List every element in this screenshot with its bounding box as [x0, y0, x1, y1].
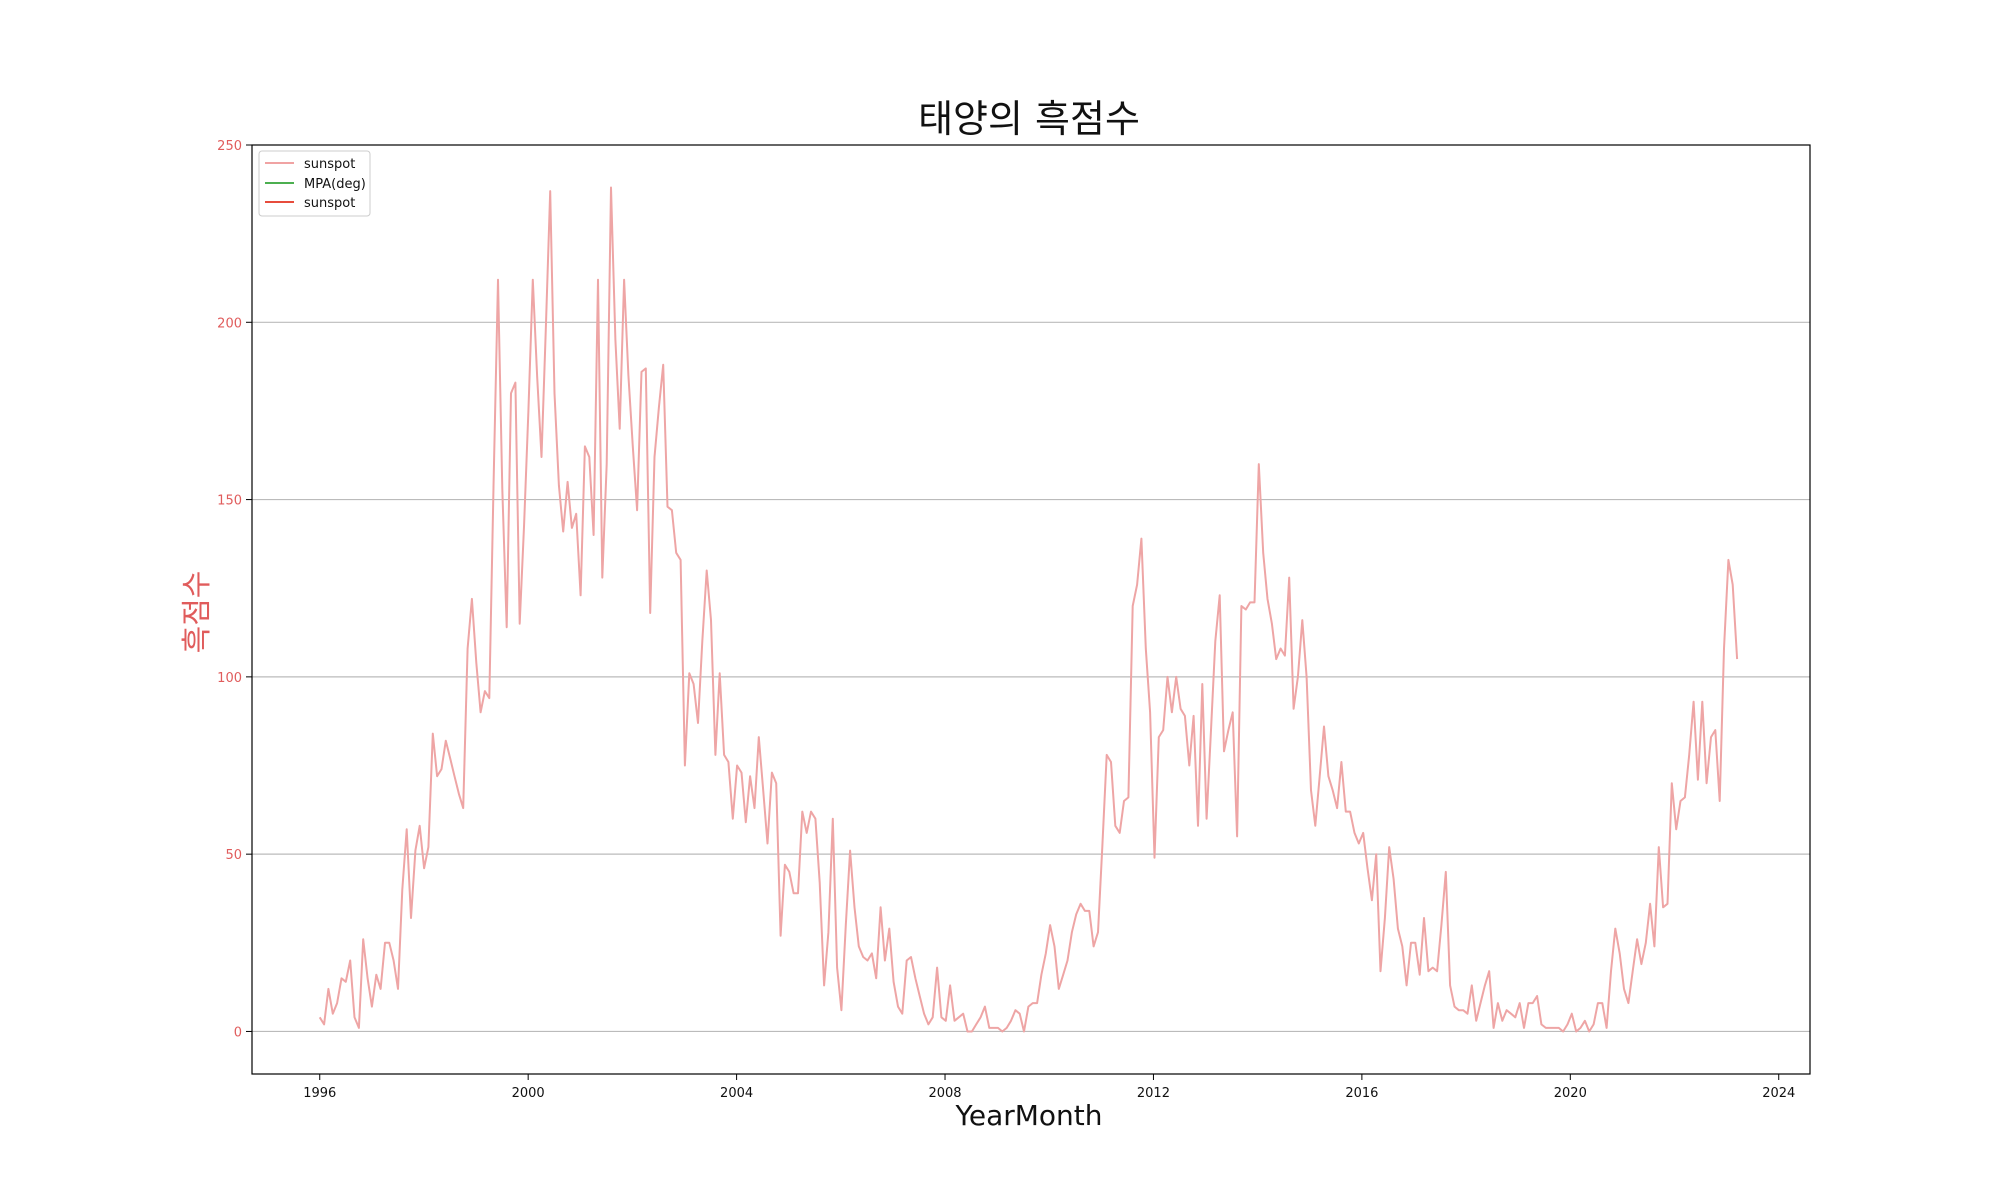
x-axis-label: YearMonth [954, 1099, 1102, 1132]
y-axis-label: 흑점수 [180, 571, 215, 654]
series-line-sunspot [318, 186, 1739, 1033]
x-tick-label-2016: 2016 [1345, 1086, 1378, 1101]
legend: sunspot MPA(deg) sunspot [258, 150, 371, 217]
grid-lines [252, 321, 1810, 1033]
x-tick-label-2004: 2004 [720, 1086, 753, 1101]
legend-label-sunspot-1: sunspot [304, 157, 355, 172]
y-tick-label-250: 250 [217, 139, 242, 154]
x-tick-label-1996: 1996 [303, 1086, 336, 1101]
x-tick-label-2012: 2012 [1137, 1086, 1170, 1101]
y-tick-label-100: 100 [217, 671, 242, 686]
plot-area-frame [251, 144, 1811, 1075]
y-tick-label-150: 150 [217, 494, 242, 509]
x-axis-ticks: 1996 2000 2004 2008 2012 2016 2020 2024 [303, 1074, 1795, 1101]
legend-box [258, 150, 371, 217]
legend-label-sunspot-2: sunspot [304, 196, 355, 211]
legend-label-mpa: MPA(deg) [304, 177, 366, 192]
y-tick-label-0: 0 [234, 1025, 242, 1040]
chart-title: 태양의 흑점수 [918, 97, 1140, 141]
y-tick-label-200: 200 [217, 316, 242, 331]
x-tick-label-2000: 2000 [512, 1086, 545, 1101]
x-tick-label-2024: 2024 [1762, 1086, 1795, 1101]
x-tick-label-2020: 2020 [1554, 1086, 1587, 1101]
y-axis-ticks: 0 50 100 150 200 250 [217, 139, 252, 1040]
x-tick-label-2008: 2008 [928, 1086, 961, 1101]
y-tick-label-50: 50 [225, 848, 242, 863]
